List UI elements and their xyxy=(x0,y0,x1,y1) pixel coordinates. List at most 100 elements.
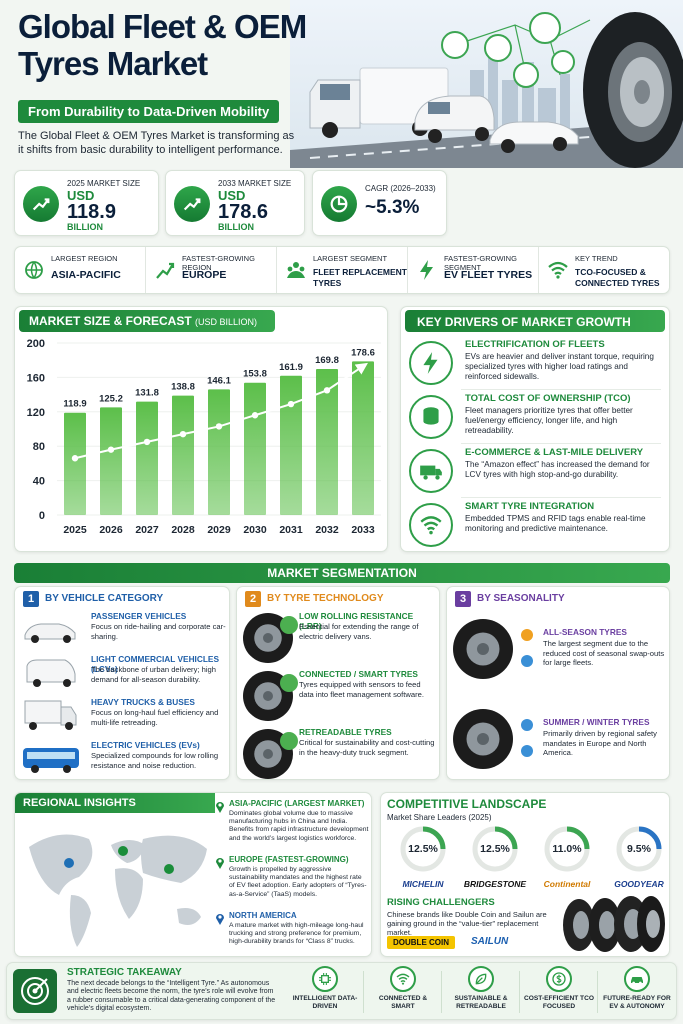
divider xyxy=(363,971,364,1013)
segment-item-title: LOW ROLLING RESISTANCE (LRR) xyxy=(299,611,414,631)
share-value: 11.0% xyxy=(552,843,582,855)
vehicle xyxy=(23,748,79,773)
stat-text: 2033 MARKET SIZE USD 178.6 BILLION xyxy=(218,178,291,232)
pin xyxy=(215,856,225,874)
driver-text: Embedded TPMS and RFID tags enable real-… xyxy=(465,514,646,533)
share-ring xyxy=(471,825,519,878)
highlight-label: KEY TREND xyxy=(575,254,618,263)
brand: GOODYEAR xyxy=(614,879,664,889)
highlight-value: FLEET REPLACEMENT TYRES xyxy=(313,267,407,288)
divider xyxy=(461,389,661,390)
x-tick-label: 2033 xyxy=(351,524,375,536)
region-text: A mature market with high-mileage long-h… xyxy=(229,922,364,946)
target-icon xyxy=(21,977,49,1005)
divider xyxy=(597,971,598,1013)
ring xyxy=(472,826,518,872)
x-tick-label: 2029 xyxy=(207,524,231,536)
brand: Continental xyxy=(543,879,591,889)
challenger-brand: SAILUN xyxy=(471,936,509,947)
icon-glyph xyxy=(420,516,442,535)
chart-subtitle: (USD BILLION) xyxy=(195,317,258,327)
icon-glyph xyxy=(420,260,433,280)
competitive-title: COMPETITIVE LANDSCAPE xyxy=(387,797,547,811)
tyre-stack xyxy=(563,896,665,952)
stat-card: 2025 MARKET SIZE USD 118.9 BILLION xyxy=(14,170,159,236)
icon-glyph xyxy=(330,195,348,213)
x-tick-label: 2030 xyxy=(243,524,267,536)
y-tick-label: 80 xyxy=(33,441,45,453)
value-label: 131.8 xyxy=(135,388,159,399)
value-label: 153.8 xyxy=(243,369,267,380)
share-ring xyxy=(543,825,591,878)
segment-item-title: PASSENGER VEHICLES xyxy=(91,611,187,621)
x-tick-label: 2032 xyxy=(315,524,339,536)
icon-glyph xyxy=(32,198,50,211)
segment-item-text: Primarily driven by regional safety mand… xyxy=(543,729,657,757)
x-tick-label: 2025 xyxy=(63,524,87,536)
driver-icon xyxy=(409,395,453,439)
drivers-card: KEY DRIVERS OF MARKET GROWTH ELECTRIFICA… xyxy=(400,306,670,552)
segment-item-text: Specialized compounds for low rolling re… xyxy=(91,751,219,770)
highlight-value: EUROPE xyxy=(182,269,227,281)
driver-icon xyxy=(409,449,453,493)
highlight-label: LARGEST REGION xyxy=(51,254,118,263)
segment-item-title: ALL-SEASON TYRES xyxy=(543,627,627,637)
y-tick-label: 0 xyxy=(39,510,45,522)
stat-value: 118.9 xyxy=(67,201,116,223)
vehicle xyxy=(26,659,76,687)
takeaway-card: STRATEGIC TAKEAWAY The next decade belon… xyxy=(6,962,677,1020)
segment-illustration xyxy=(243,613,323,668)
stat-label: 2025 MARKET SIZE xyxy=(67,179,141,188)
bar xyxy=(316,368,338,515)
icon-glyph xyxy=(183,198,201,211)
takeaway-text: The next decade belongs to the “Intellig… xyxy=(67,980,276,1012)
highlight-value: ASIA-PACIFIC xyxy=(51,269,121,281)
divider xyxy=(519,971,520,1013)
segment-illustration xyxy=(21,656,81,693)
world-map xyxy=(29,834,207,947)
icon-glyph xyxy=(475,973,487,985)
pin-icon xyxy=(216,802,224,813)
segment-illustration xyxy=(453,619,543,684)
stat-unit: BILLION xyxy=(67,222,103,232)
pillar-label: INTELLIGENT DATA-DRIVEN xyxy=(292,995,358,1010)
highlights: LARGEST REGION ASIA-PACIFIC FASTEST-GROWIN… xyxy=(14,246,670,294)
regional-title: REGIONAL INSIGHTS xyxy=(15,793,215,813)
highlight: KEY TREND TCO-FOCUSED & CONNECTED TYRES xyxy=(538,247,669,293)
trend-point xyxy=(215,423,223,430)
segment-illustration xyxy=(243,671,323,726)
stat-label: CAGR (2026–2033) xyxy=(365,184,436,193)
segment-item-text: Critical for sustainability and cost-cut… xyxy=(299,738,435,757)
competitive-card: COMPETITIVE LANDSCAPE Market Share Leade… xyxy=(380,792,670,957)
bar xyxy=(208,389,230,515)
challenger-brand: DOUBLE COIN xyxy=(387,936,455,949)
trend-point xyxy=(71,455,79,462)
stat-label: 2033 MARKET SIZE xyxy=(218,179,292,188)
icon-glyph xyxy=(548,261,568,279)
bar xyxy=(280,375,302,515)
highlight-icon xyxy=(21,257,47,283)
segment-column: 1 BY VEHICLE CATEGORY PASSENGER VEHICLES Fo… xyxy=(14,586,230,780)
segment-illustration xyxy=(21,742,81,779)
trend-point xyxy=(143,438,151,446)
segment-number: 1 xyxy=(23,591,39,607)
icon-glyph xyxy=(631,977,643,985)
stat-value: ~5.3% xyxy=(365,197,420,218)
stat-text: CAGR (2026–2033) ~5.3% xyxy=(365,183,436,222)
competitive-subtitle: Market Share Leaders (2025) xyxy=(387,813,492,822)
highlight-label: FASTEST-GROWING REGION xyxy=(182,254,255,272)
ring xyxy=(616,826,662,872)
segment-item-title: CONNECTED / SMART TYRES xyxy=(299,669,418,679)
trend-point xyxy=(107,446,115,453)
segment-item-text: The largest segment due to the reduced c… xyxy=(543,639,665,667)
region-text: Dominates global volume due to massive m… xyxy=(229,810,369,842)
trend-point xyxy=(323,387,331,394)
pin-icon xyxy=(216,914,224,925)
pillar-label: COST-EFFICIENT TCO FOCUSED xyxy=(524,995,594,1010)
segment-item-text: Essential for extending the range of ele… xyxy=(299,622,419,641)
chart-header: MARKET SIZE & FORECAST (USD BILLION) xyxy=(19,310,275,332)
value-label: 138.8 xyxy=(171,382,195,393)
y-tick-label: 200 xyxy=(27,338,45,350)
pillar-label: CONNECTED & SMART xyxy=(378,995,428,1010)
